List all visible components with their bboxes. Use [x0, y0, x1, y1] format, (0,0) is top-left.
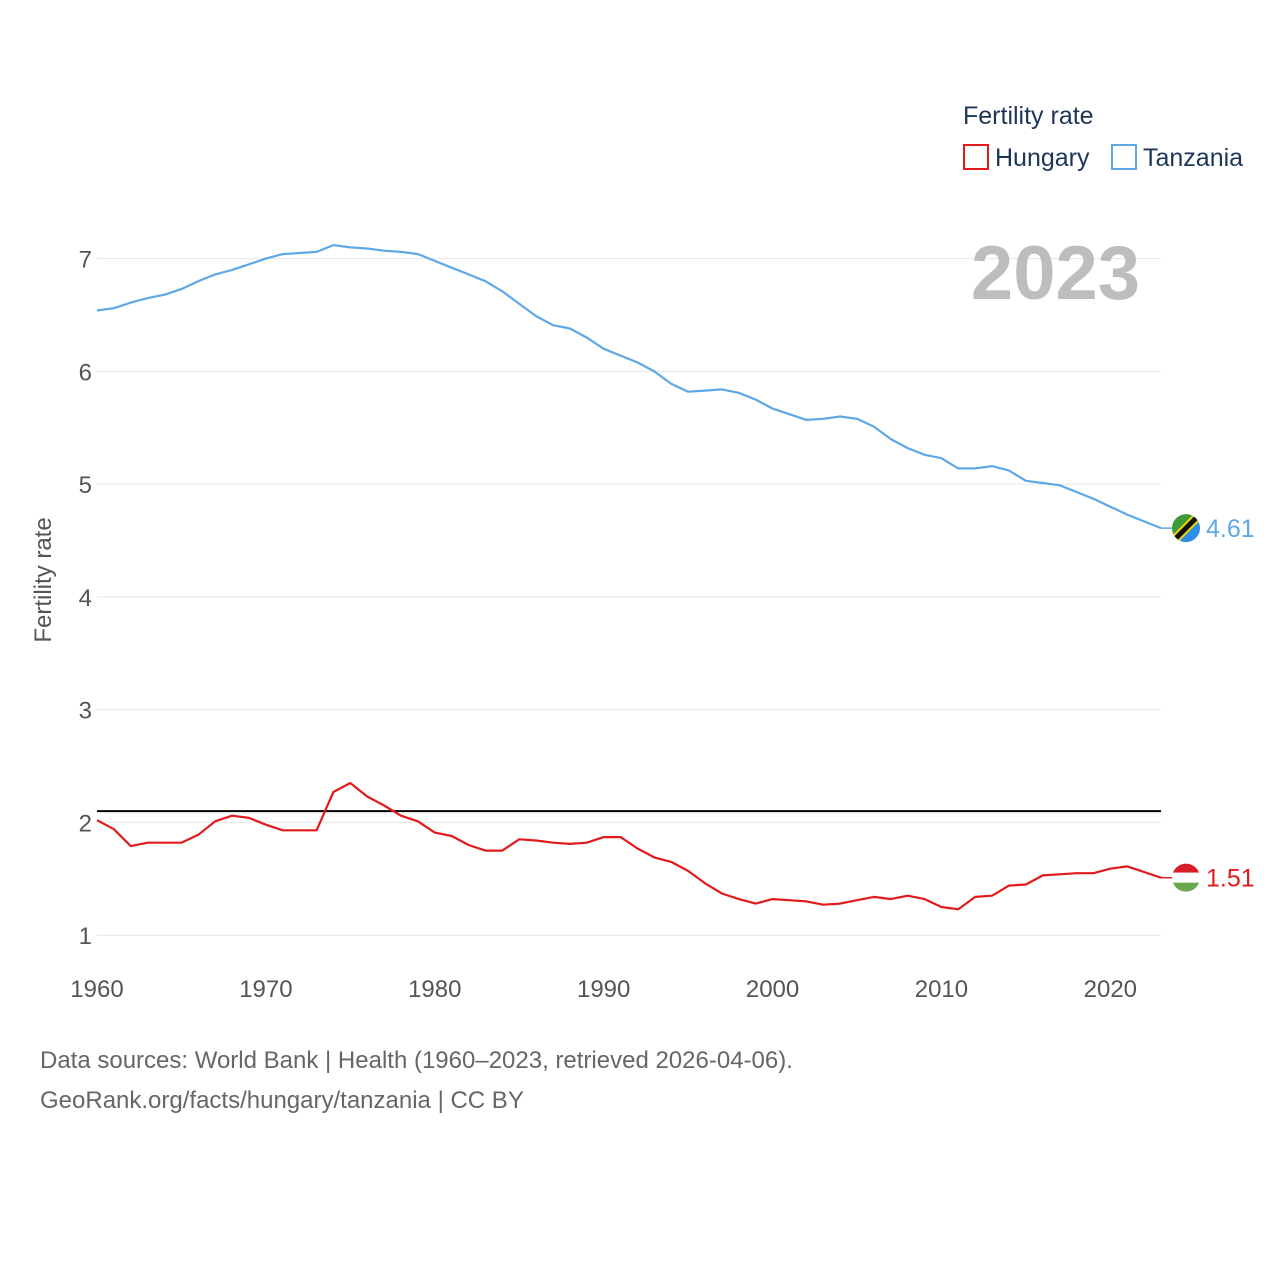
year-label: 2023 [971, 231, 1140, 316]
y-tick-label: 2 [79, 810, 92, 837]
x-tick-label: 1970 [239, 976, 292, 1003]
x-tick-label: 2000 [746, 976, 799, 1003]
y-tick-label: 1 [79, 923, 92, 950]
series-lines [96, 244, 1172, 911]
series-line-hungary [96, 781, 1162, 911]
x-tick-label: 1980 [408, 976, 461, 1003]
legend-label-hungary: Hungary [995, 144, 1090, 172]
x-tick-label: 1990 [577, 976, 630, 1003]
legend-title: Fertility rate [963, 102, 1094, 130]
credit-link[interactable]: GeoRank.org/facts/hungary/tanzania | CC … [40, 1087, 524, 1114]
gridlines [97, 258, 1161, 936]
hungary-flag-icon [1172, 863, 1200, 892]
legend-label-tanzania: Tanzania [1143, 144, 1243, 172]
y-tick-label: 4 [79, 585, 92, 612]
y-axis-title: Fertility rate [30, 517, 57, 642]
legend-swatch-tanzania [1111, 144, 1137, 170]
data-source-note: Data sources: World Bank | Health (1960–… [40, 1047, 793, 1074]
x-tick-label: 2010 [915, 976, 968, 1003]
end-value-tanzania: 4.61 [1206, 515, 1255, 543]
y-tick-label: 5 [79, 472, 92, 499]
x-tick-label: 2020 [1084, 976, 1137, 1003]
tanzania-flag-icon [1172, 514, 1200, 543]
x-axis-ticks: 1960 1970 1980 1990 2000 2010 2020 [70, 976, 1137, 1003]
y-tick-label: 3 [79, 698, 92, 725]
series-line-tanzania [96, 244, 1162, 530]
y-tick-label: 6 [79, 359, 92, 386]
y-axis-ticks: 1 2 3 4 5 6 7 [79, 247, 92, 951]
legend: Fertility rate Hungary Tanzania [963, 102, 1243, 172]
end-value-hungary: 1.51 [1206, 865, 1255, 893]
legend-item-hungary[interactable]: Hungary [963, 144, 1090, 172]
legend-swatch-hungary [963, 144, 989, 170]
y-tick-label: 7 [79, 247, 92, 274]
x-tick-label: 1960 [70, 976, 123, 1003]
legend-item-tanzania[interactable]: Tanzania [1111, 144, 1243, 172]
